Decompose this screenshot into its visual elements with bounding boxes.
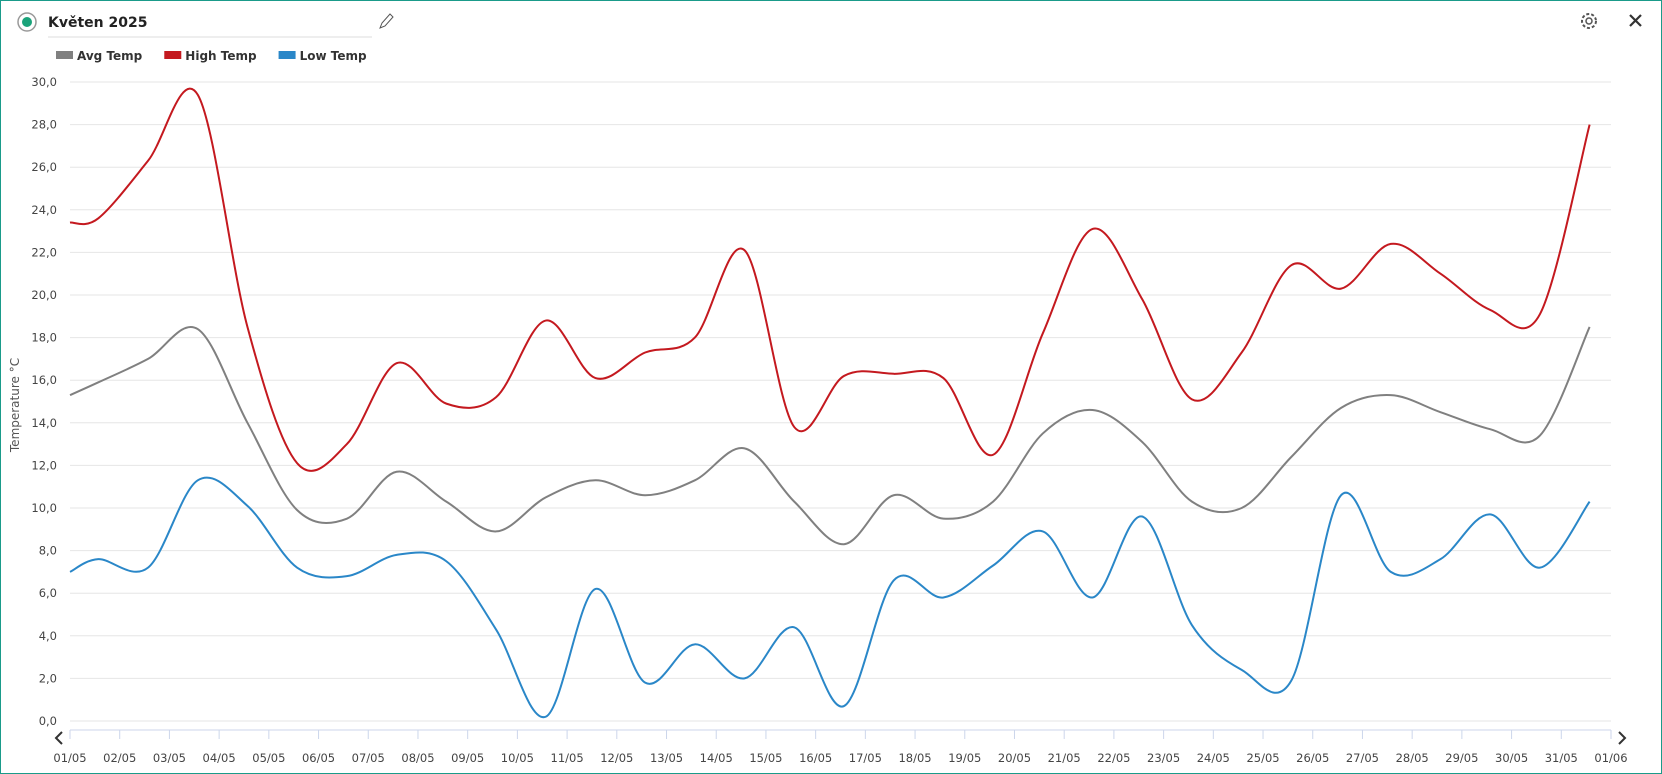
x-tick-label: 30/05 [1495, 751, 1528, 765]
x-tick-label: 20/05 [998, 751, 1031, 765]
y-tick-label: 24,0 [31, 203, 57, 217]
x-tick-label: 17/05 [849, 751, 882, 765]
x-tick-label: 04/05 [203, 751, 236, 765]
legend-label: Avg Temp [77, 49, 143, 63]
x-tick-label: 15/05 [749, 751, 782, 765]
y-tick-label: 6,0 [39, 586, 57, 600]
x-tick-label: 28/05 [1396, 751, 1429, 765]
y-tick-label: 22,0 [31, 245, 57, 259]
y-axis-label: Temperature °C [8, 358, 22, 453]
x-tick-label: 12/05 [600, 751, 633, 765]
y-tick-label: 16,0 [31, 373, 57, 387]
legend-swatch [278, 51, 296, 59]
y-tick-label: 10,0 [31, 501, 57, 515]
legend-swatch [56, 51, 73, 59]
series-line [69, 87, 1591, 472]
x-tick-label: 19/05 [948, 751, 981, 765]
legend-swatch [164, 51, 182, 59]
y-tick-label: 0,0 [39, 714, 57, 728]
y-tick-label: 20,0 [31, 288, 57, 302]
x-tick-label: 22/05 [1097, 751, 1130, 765]
y-tick-label: 4,0 [39, 629, 57, 643]
legend-label: High Temp [185, 49, 257, 63]
x-tick-label: 31/05 [1545, 751, 1578, 765]
y-tick-label: 2,0 [39, 671, 57, 685]
chart-title: Květen 2025 [48, 15, 147, 31]
y-tick-label: 26,0 [31, 160, 57, 174]
y-tick-label: 18,0 [31, 331, 57, 345]
x-tick-label: 16/05 [799, 751, 832, 765]
y-tick-label: 30,0 [31, 75, 57, 89]
gear [1581, 13, 1597, 29]
next-arrow[interactable] [1618, 731, 1627, 745]
x-tick-label: 23/05 [1147, 751, 1180, 765]
series-line [69, 326, 1591, 546]
x-tick-label: 05/05 [252, 751, 285, 765]
x-tick-label: 24/05 [1197, 751, 1230, 765]
x-tick-label: 01/05 [53, 751, 86, 765]
radio-button[interactable] [17, 12, 37, 32]
edit-icon[interactable] [379, 13, 394, 29]
y-tick-label: 28,0 [31, 118, 57, 132]
x-tick-label: 29/05 [1445, 751, 1478, 765]
radio-dot [22, 17, 32, 27]
x-tick-label: 26/05 [1296, 751, 1329, 765]
x-tick-label: 27/05 [1346, 751, 1379, 765]
x-tick-label: 11/05 [551, 751, 584, 765]
x-tick-label: 21/05 [1048, 751, 1081, 765]
series-line [69, 476, 1591, 718]
x-tick-label: 13/05 [650, 751, 683, 765]
legend-label: Low Temp [300, 49, 367, 63]
x-tick-label: 08/05 [401, 751, 434, 765]
x-tick-label: 06/05 [302, 751, 335, 765]
x-tick-label: 02/05 [103, 751, 136, 765]
x-tick-label: 25/05 [1246, 751, 1279, 765]
prev-arrow[interactable] [54, 731, 63, 745]
close-icon[interactable] [1629, 14, 1642, 27]
x-tick-label: 03/05 [153, 751, 186, 765]
y-tick-label: 12,0 [31, 458, 57, 472]
gear-hub [1585, 17, 1593, 25]
x-tick-label: 01/06 [1594, 751, 1627, 765]
y-tick-label: 14,0 [31, 416, 57, 430]
x-tick-label: 14/05 [700, 751, 733, 765]
x-tick-label: 18/05 [898, 751, 931, 765]
x-tick-label: 10/05 [501, 751, 534, 765]
settings-icon[interactable] [1581, 13, 1597, 29]
x-tick-label: 09/05 [451, 751, 484, 765]
y-tick-label: 8,0 [39, 544, 57, 558]
x-tick-label: 07/05 [352, 751, 385, 765]
